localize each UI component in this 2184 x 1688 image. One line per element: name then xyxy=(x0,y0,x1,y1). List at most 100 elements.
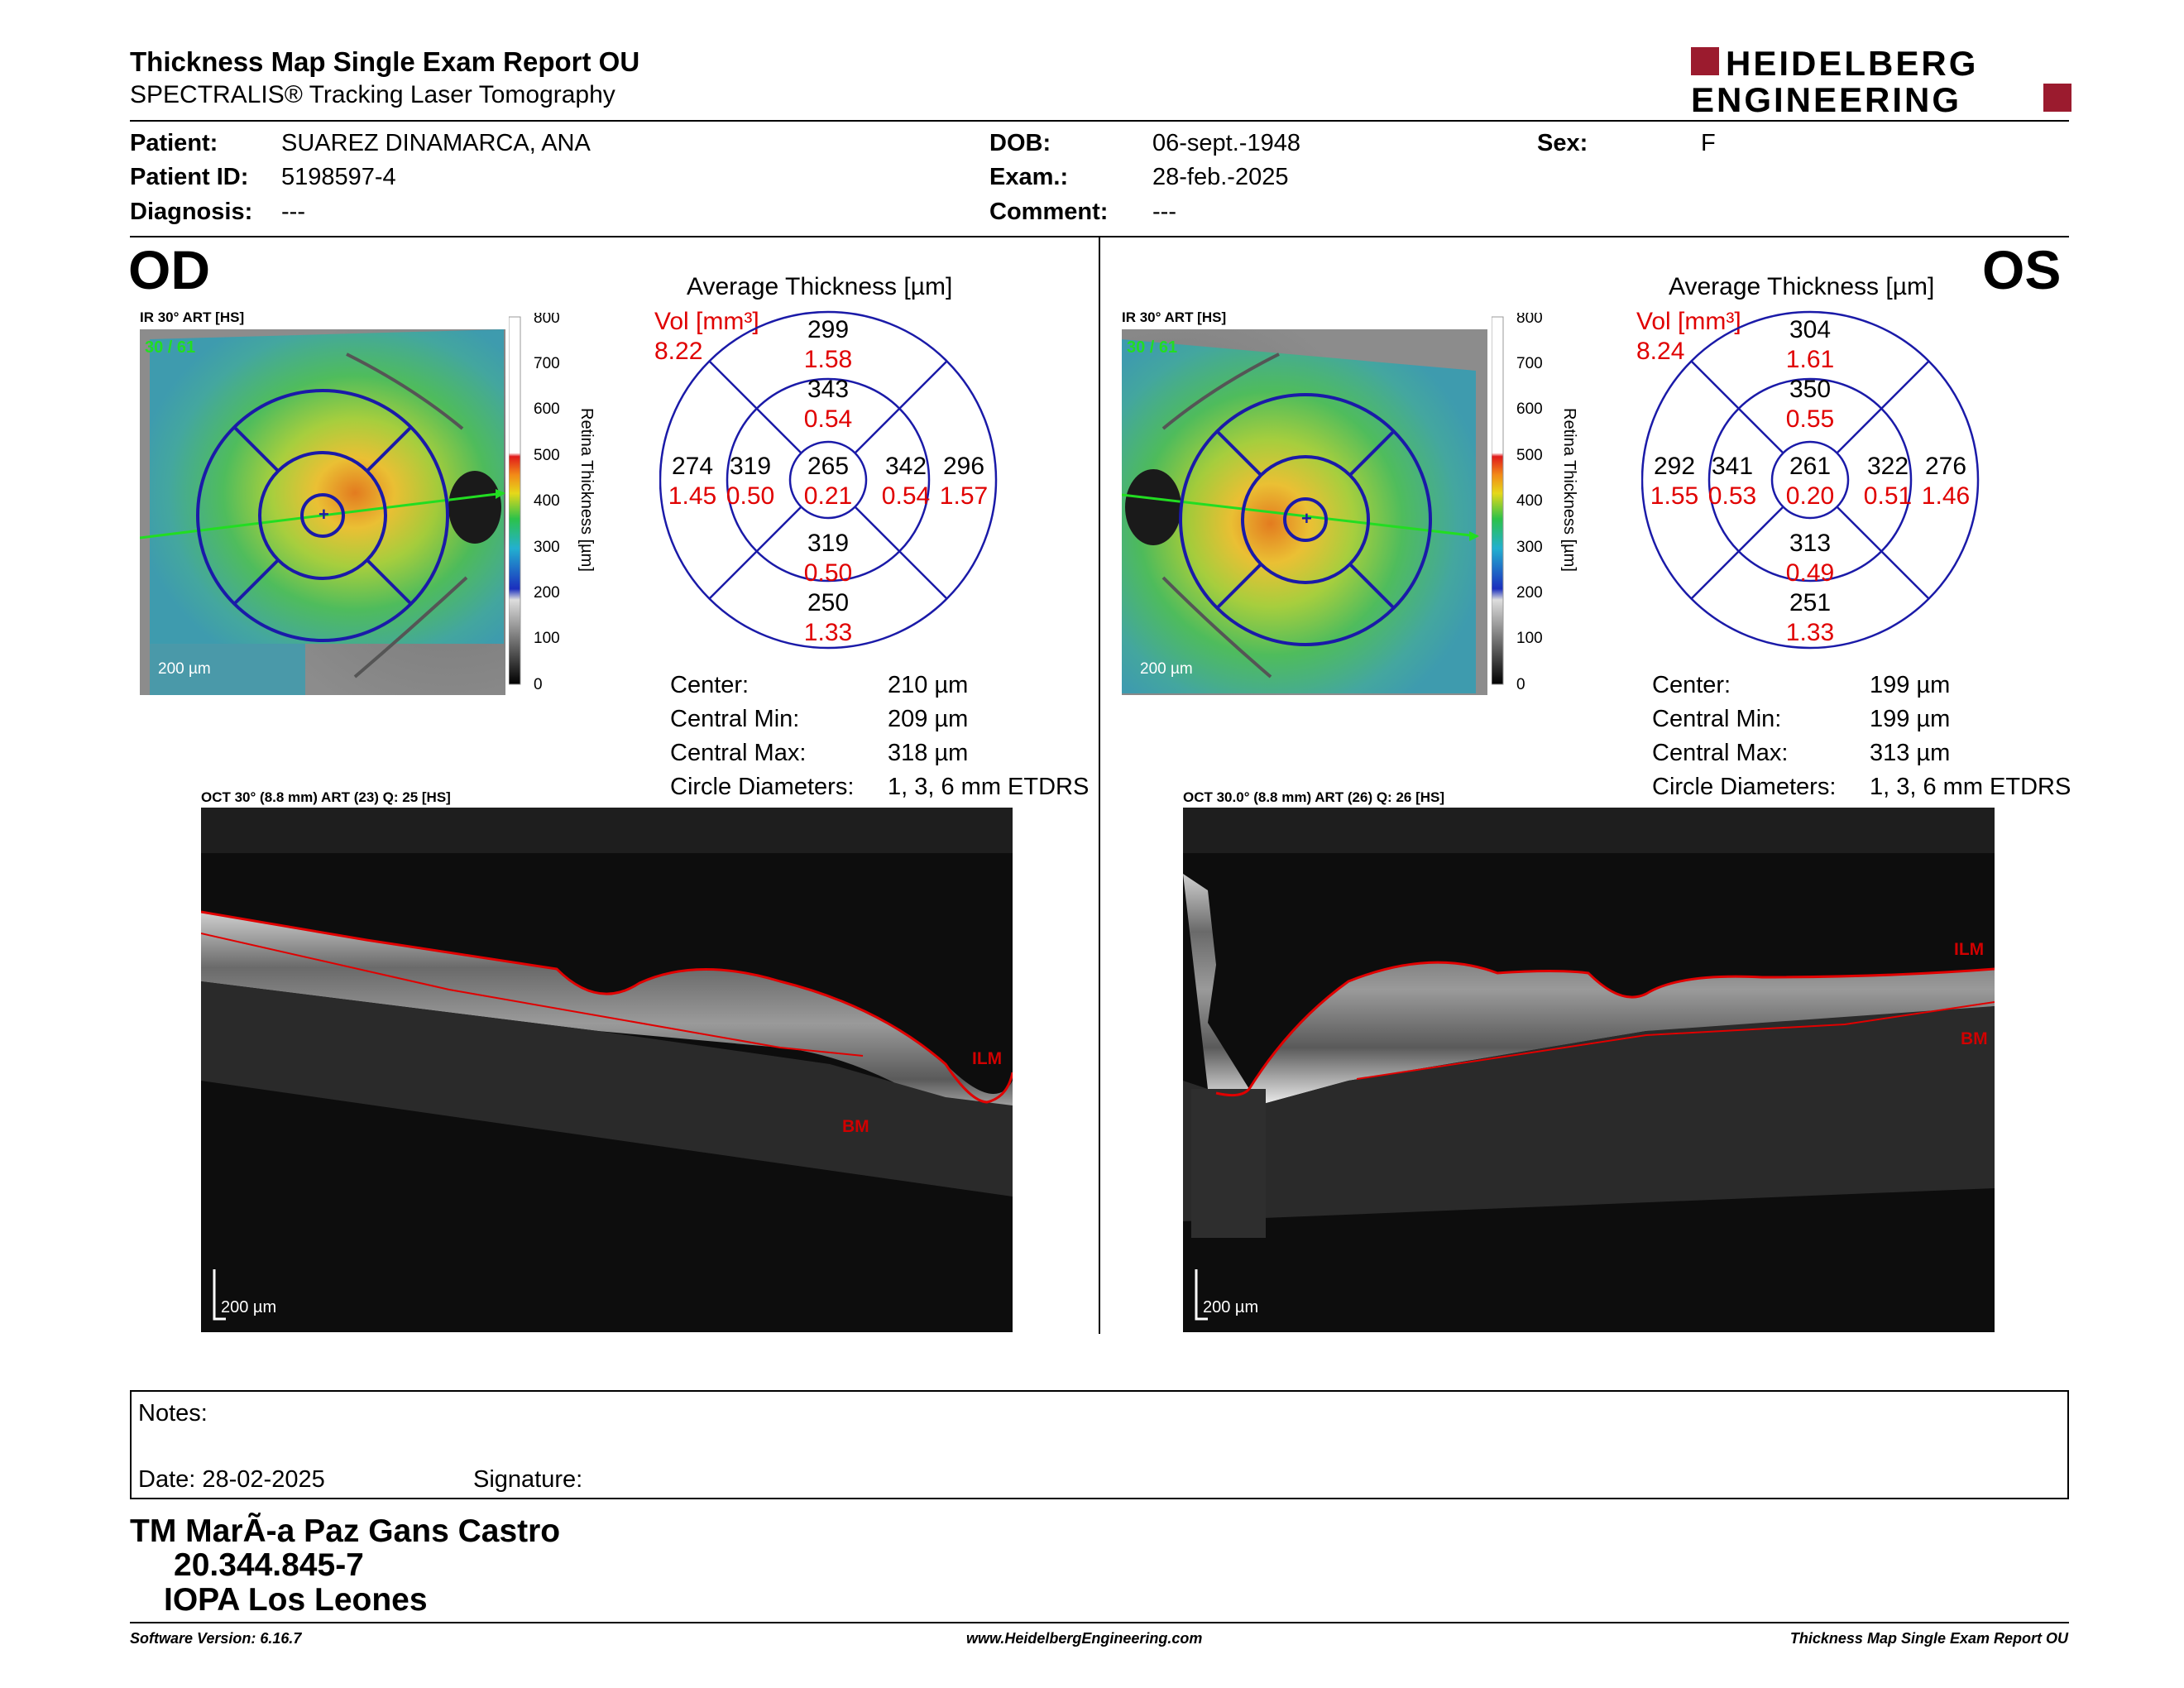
od-bottom-inner-thick: 319 xyxy=(807,530,849,557)
od-left-outer-thick: 274 xyxy=(672,453,713,480)
os-right-inner-vol: 0.51 xyxy=(1864,482,1912,510)
sex-label: Sex: xyxy=(1537,130,1588,156)
od-etdrs-grid: 299 1.58 343 0.54 274 1.45 319 0.50 265 … xyxy=(659,310,998,650)
od-stat-min-value: 209 µm xyxy=(888,706,969,732)
software-version: Software Version: 6.16.7 xyxy=(130,1630,302,1647)
os-top-outer-thick: 304 xyxy=(1789,316,1831,343)
od-top-inner-vol: 0.54 xyxy=(804,405,852,433)
od-ir-label: IR 30° ART [HS] xyxy=(140,309,245,325)
os-stat-diam-label: Circle Diameters: xyxy=(1652,774,1837,800)
os-right-outer-thick: 276 xyxy=(1925,453,1966,480)
od-bm-label: BM xyxy=(842,1117,869,1136)
od-stat-center-label: Center: xyxy=(670,672,750,698)
exam-label: Exam.: xyxy=(989,164,1069,190)
od-right-inner-thick: 342 xyxy=(885,453,927,480)
signer-rut: 20.344.845-7 xyxy=(174,1547,364,1583)
diagnosis-value: --- xyxy=(281,199,305,225)
od-cbar-tick: 100 xyxy=(534,630,560,647)
od-bottom-outer-vol: 1.33 xyxy=(804,619,852,646)
os-cbar-tick: 500 xyxy=(1516,447,1543,464)
heidelberg-logo: HEIDELBERG ENGINEERING xyxy=(1691,46,2071,115)
od-bottom-outer-thick: 250 xyxy=(807,589,849,616)
od-bottom-inner-vol: 0.50 xyxy=(804,559,852,587)
svg-text:+: + xyxy=(318,504,329,525)
patient-id-label: Patient ID: xyxy=(130,164,249,190)
os-bottom-outer-thick: 251 xyxy=(1789,589,1831,616)
signature-label: Signature: xyxy=(473,1466,583,1493)
od-cbar-tick: 800 xyxy=(534,313,560,327)
comment-value: --- xyxy=(1152,199,1176,225)
od-colorbar: 800 700 600 500 400 300 200 100 0 Retina… xyxy=(509,313,596,693)
os-stat-max-value: 313 µm xyxy=(1870,740,1951,766)
os-cbar-tick: 300 xyxy=(1516,539,1543,556)
patient-id: 5198597-4 xyxy=(281,164,396,190)
os-stat-diam-value: 1, 3, 6 mm ETDRS xyxy=(1870,774,2071,800)
od-colorbar-label: Retina Thickness [µm] xyxy=(577,408,596,572)
os-right-outer-vol: 1.46 xyxy=(1922,482,1970,510)
os-center-thick: 261 xyxy=(1789,453,1831,480)
footer-divider xyxy=(130,1622,2069,1623)
os-center-vol: 0.20 xyxy=(1786,482,1834,510)
os-top-inner-thick: 350 xyxy=(1789,376,1831,403)
os-left-outer-thick: 292 xyxy=(1654,453,1695,480)
od-top-inner-thick: 343 xyxy=(807,376,849,403)
os-oct-scale: 200 µm xyxy=(1203,1298,1258,1316)
od-cbar-tick: 400 xyxy=(534,492,560,510)
patient-divider xyxy=(130,236,2069,237)
patient-name: SUAREZ DINAMARCA, ANA xyxy=(281,130,591,156)
os-right-inner-thick: 322 xyxy=(1867,453,1909,480)
os-vol-label: Vol [mm³] xyxy=(1636,308,1741,335)
website-link[interactable]: www.HeidelbergEngineering.com xyxy=(966,1630,1203,1647)
od-stat-center-value: 210 µm xyxy=(888,672,969,698)
od-stat-min-label: Central Min: xyxy=(670,706,800,732)
od-oct-label: OCT 30° (8.8 mm) ART (23) Q: 25 [HS] xyxy=(201,789,451,805)
date-label: Date: 28-02-2025 xyxy=(138,1466,325,1493)
os-ir-counter: 30 / 61 xyxy=(1127,338,1177,357)
os-cbar-tick: 800 xyxy=(1516,313,1543,327)
os-stat-min-label: Central Min: xyxy=(1652,706,1782,732)
signer-place: IOPA Los Leones xyxy=(164,1582,428,1618)
svg-text:+: + xyxy=(1301,508,1312,529)
od-cbar-tick: 200 xyxy=(534,584,560,602)
os-stat-center-value: 199 µm xyxy=(1870,672,1951,698)
dob-value: 06-sept.-1948 xyxy=(1152,130,1300,156)
od-stat-max-label: Central Max: xyxy=(670,740,807,766)
os-stat-max-label: Central Max: xyxy=(1652,740,1789,766)
od-top-outer-thick: 299 xyxy=(807,316,849,343)
os-bm-label: BM xyxy=(1961,1029,1988,1048)
os-oct-bscan: ILM BM 200 µm xyxy=(1183,808,1995,1332)
os-cbar-tick: 600 xyxy=(1516,400,1543,418)
report-subtitle: SPECTRALIS® Tracking Laser Tomography xyxy=(130,81,615,108)
logo-line1: HEIDELBERG xyxy=(1726,46,1978,83)
os-ilm-label: ILM xyxy=(1954,940,1984,959)
os-top-outer-vol: 1.61 xyxy=(1786,346,1834,373)
od-left-inner-thick: 319 xyxy=(730,453,771,480)
os-oct-label: OCT 30.0° (8.8 mm) ART (26) Q: 26 [HS] xyxy=(1183,789,1445,805)
os-cbar-tick: 100 xyxy=(1516,630,1543,647)
os-stat-center-label: Center: xyxy=(1652,672,1731,698)
os-stat-min-value: 199 µm xyxy=(1870,706,1951,732)
od-vol-total: 8.22 xyxy=(654,338,703,365)
os-vol-total: 8.24 xyxy=(1636,338,1685,365)
logo-line2: ENGINEERING xyxy=(1691,80,1961,115)
os-thickness-map: 30 / 61 + 200 µm xyxy=(1122,329,1487,695)
od-cbar-tick: 300 xyxy=(534,539,560,556)
report-title: Thickness Map Single Exam Report OU xyxy=(130,46,640,77)
sex-value: F xyxy=(1701,130,1716,156)
od-ir-scale: 200 µm xyxy=(158,660,211,678)
os-top-inner-vol: 0.55 xyxy=(1786,405,1834,433)
os-colorbar-ticks: 800 700 600 500 400 300 200 100 0 xyxy=(1516,313,1543,693)
patient-label: Patient: xyxy=(130,130,218,156)
od-right-inner-vol: 0.54 xyxy=(882,482,930,510)
od-avg-title: Average Thickness [µm] xyxy=(687,273,953,300)
os-cbar-tick: 400 xyxy=(1516,492,1543,510)
os-left-inner-thick: 341 xyxy=(1712,453,1753,480)
od-colorbar-ticks: 800 700 600 500 400 300 200 100 0 xyxy=(534,313,560,693)
os-eye-label: OS xyxy=(1982,239,2062,300)
od-top-outer-vol: 1.58 xyxy=(804,346,852,373)
os-ir-label: IR 30° ART [HS] xyxy=(1122,309,1227,325)
od-cbar-tick: 0 xyxy=(534,676,543,693)
eye-divider xyxy=(1099,237,1100,1334)
od-eye-label: OD xyxy=(128,239,210,300)
comment-label: Comment: xyxy=(989,199,1109,225)
